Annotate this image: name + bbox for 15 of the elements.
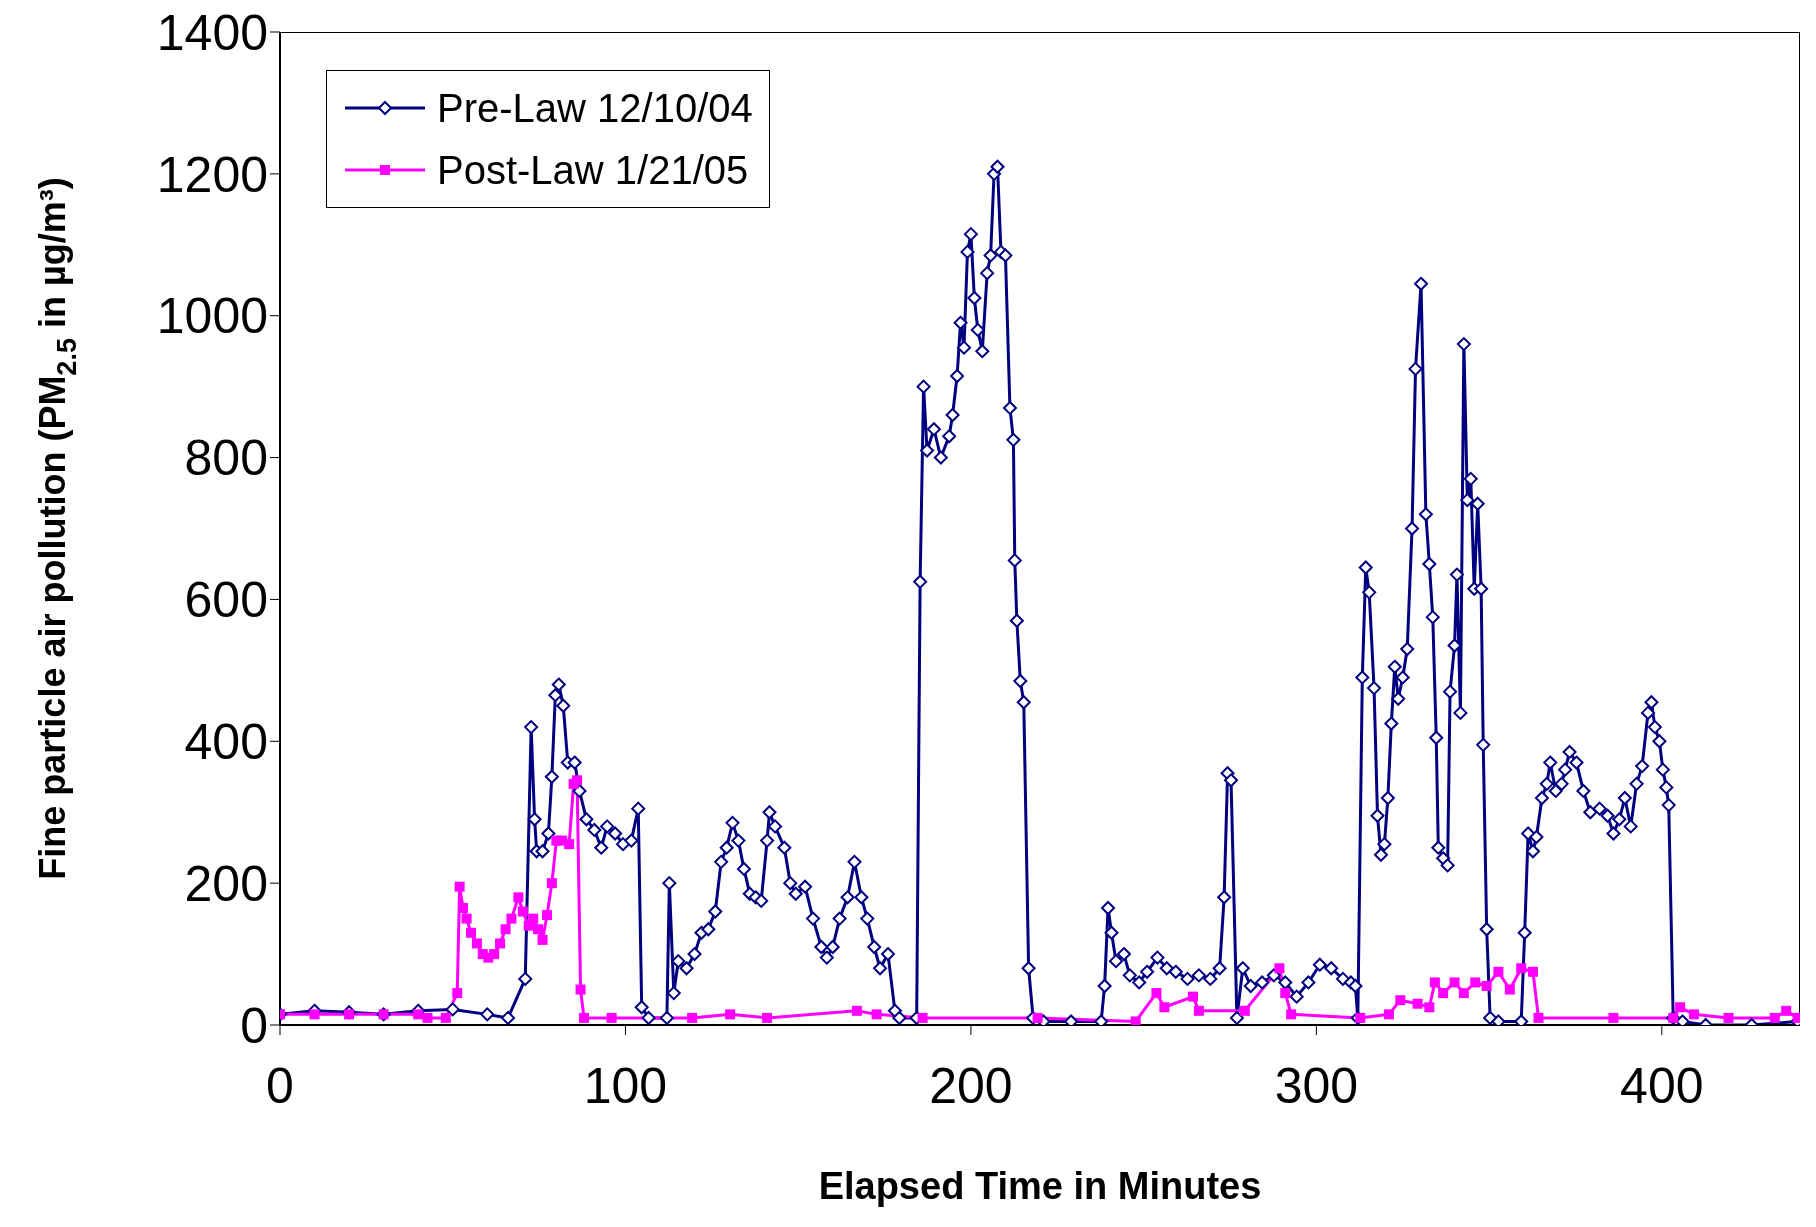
legend-label: Post-Law 1/21/05 [437, 147, 749, 193]
y-tick-label: 1000 [156, 288, 268, 345]
x-axis-title: Elapsed Time in Minutes [818, 1165, 1262, 1207]
y-tick-label: 1200 [156, 146, 268, 203]
x-tick-label: 300 [1274, 1057, 1359, 1114]
y-tick-label: 1400 [156, 4, 268, 61]
y-tick-label: 600 [184, 572, 268, 629]
y-tick-label: 400 [184, 714, 268, 771]
y-tick-label: 0 [240, 997, 268, 1054]
y-tick-label: 800 [184, 430, 268, 487]
x-tick-label: 200 [929, 1057, 1013, 1114]
x-tick-label: 100 [583, 1057, 668, 1114]
legend-label: Pre-Law 12/10/04 [437, 85, 753, 131]
x-tick-label: 400 [1620, 1057, 1704, 1114]
y-tick-label: 200 [184, 855, 268, 912]
